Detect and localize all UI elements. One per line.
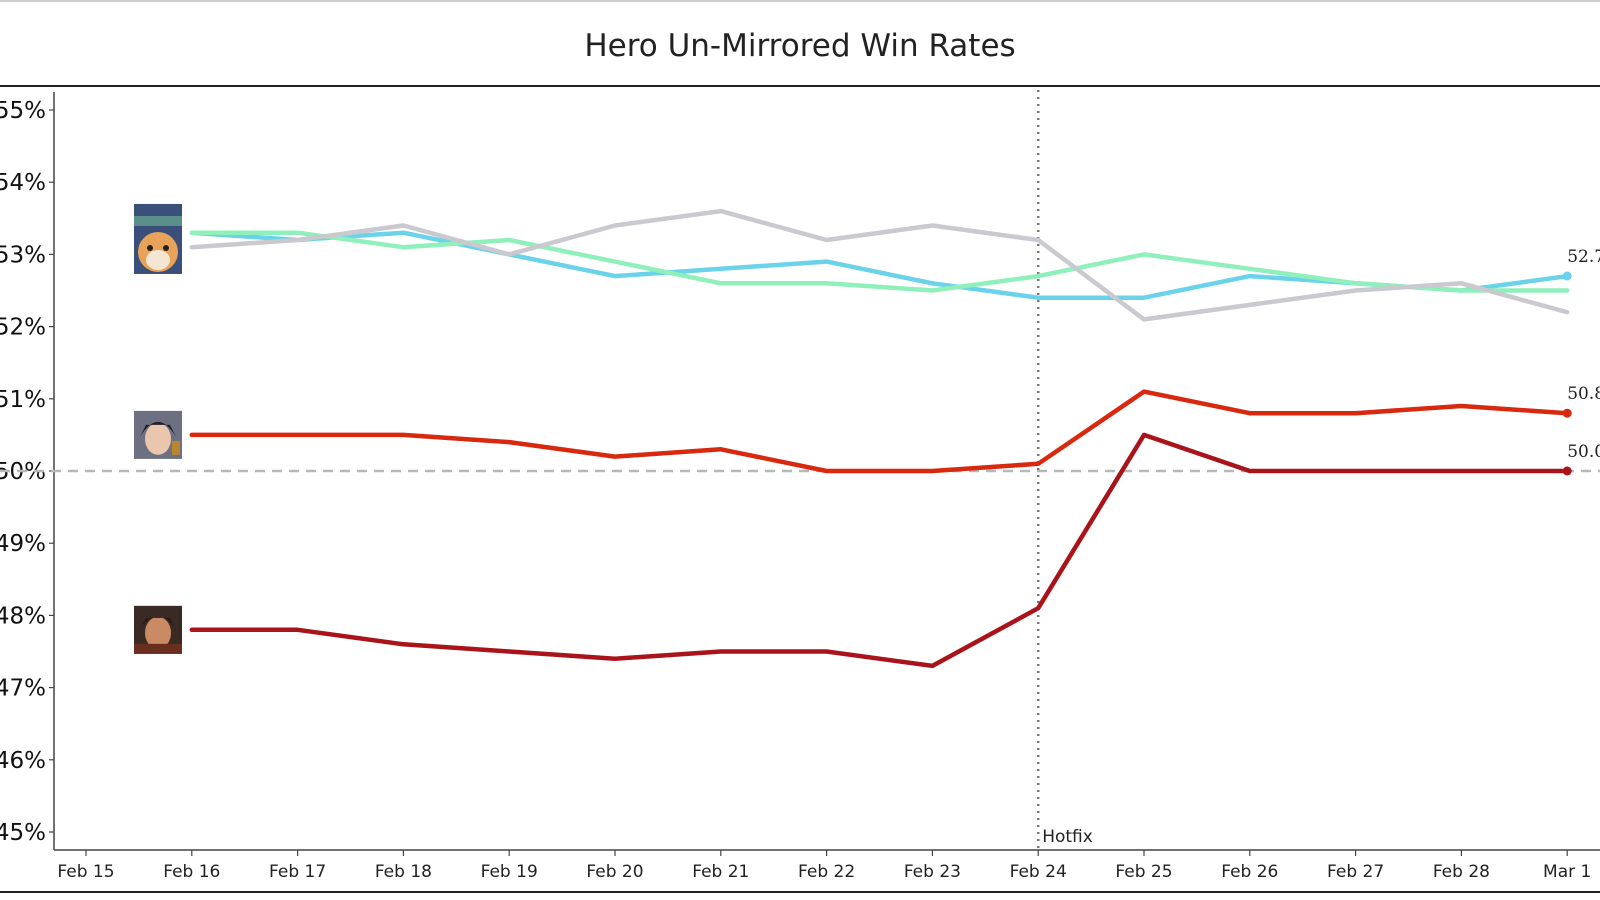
x-tick-label: Feb 28 — [1433, 862, 1490, 882]
series-end-marker-0 — [1562, 271, 1572, 281]
series-end-label-3: 50.8% — [1567, 384, 1600, 404]
series-line-1 — [189, 230, 1570, 293]
chart-title: Hero Un-Mirrored Win Rates — [584, 28, 1016, 64]
y-tick-label: 53% — [0, 242, 46, 268]
x-tick-label: Feb 26 — [1221, 862, 1278, 882]
x-tick-label: Feb 25 — [1115, 862, 1172, 882]
y-tick-label: 47% — [0, 676, 46, 702]
x-tick-label: Feb 22 — [798, 862, 855, 882]
y-tick-label: 48% — [0, 603, 46, 629]
series-end-marker-3 — [1562, 408, 1572, 418]
x-tick-label: Feb 17 — [269, 862, 326, 882]
series-line-2 — [189, 208, 1570, 322]
x-tick-label: Feb 21 — [692, 862, 749, 882]
y-tick-label: 55% — [0, 98, 46, 124]
series-end-marker-4 — [1562, 466, 1572, 476]
hotfix-label: Hotfix — [1042, 827, 1093, 847]
series-line-4 — [189, 432, 1570, 669]
y-tick-label: 49% — [0, 531, 46, 557]
y-tick-label: 45% — [0, 820, 46, 846]
series-end-label-4: 50.0% — [1567, 442, 1600, 462]
x-tick-label: Feb 16 — [163, 862, 220, 882]
x-tick-label: Feb 15 — [57, 862, 114, 882]
x-tick-label: Feb 18 — [375, 862, 432, 882]
series-line-3 — [189, 389, 1570, 474]
y-tick-label: 52% — [0, 315, 46, 341]
dark-hair-hero-portrait — [134, 410, 182, 459]
x-tick-label: Feb 23 — [904, 862, 961, 882]
warrior-hero-portrait — [134, 605, 182, 654]
y-tick-label: 46% — [0, 748, 46, 774]
cat-hero-portrait — [134, 203, 182, 274]
x-tick-label: Feb 24 — [1010, 862, 1067, 882]
y-tick-label: 54% — [0, 170, 46, 196]
x-tick-label: Mar 1 — [1543, 862, 1591, 882]
series-end-label-0: 52.7% — [1567, 247, 1600, 267]
x-tick-label: Feb 27 — [1327, 862, 1384, 882]
x-tick-label: Feb 20 — [586, 862, 643, 882]
y-tick-label: 51% — [0, 387, 46, 413]
x-tick-label: Feb 19 — [481, 862, 538, 882]
top-border — [0, 0, 1600, 2]
